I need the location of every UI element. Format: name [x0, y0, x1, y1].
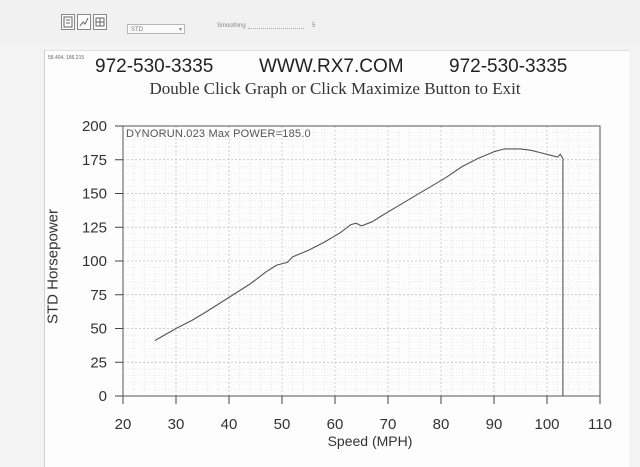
website: WWW.RX7.COM	[259, 56, 404, 77]
x-tick-label: 70	[380, 416, 397, 433]
x-axis-label: Speed (MPH)	[327, 433, 413, 449]
x-tick-label: 20	[115, 416, 132, 433]
std-select[interactable]: STD ▾	[127, 24, 185, 34]
toolbar: STD ▾ Smoothing 5	[0, 0, 640, 42]
run-label: DYNORUN.023 Max POWER=185.0	[126, 128, 311, 140]
smoothing-slider[interactable]	[248, 28, 304, 30]
chevron-down-icon: ▾	[178, 27, 182, 33]
y-tick-label: 100	[82, 253, 107, 270]
y-tick-label: 50	[90, 321, 107, 338]
y-tick-label: 150	[82, 186, 107, 203]
x-tick-label: 40	[221, 416, 238, 433]
y-tick-label: 75	[90, 287, 107, 304]
y-axis-label: STD Horsepower	[44, 208, 62, 325]
x-tick-label: 100	[534, 416, 559, 433]
y-tick-label: 25	[90, 354, 107, 371]
chart-icon[interactable]	[77, 14, 91, 30]
y-tick-label: 125	[82, 219, 107, 236]
x-tick-label: 30	[168, 416, 185, 433]
phone-left: 972-530-3335	[95, 56, 214, 77]
phone-right: 972-530-3335	[449, 56, 568, 77]
std-select-value: STD	[131, 27, 143, 33]
y-tick-label: 200	[82, 118, 107, 135]
x-tick-label: 80	[433, 416, 450, 433]
grid-icon[interactable]	[93, 14, 107, 30]
x-tick-label: 90	[486, 416, 503, 433]
chart-panel[interactable]	[44, 50, 629, 467]
y-tick-label: 175	[82, 152, 107, 169]
series-line-0	[154, 148, 564, 396]
x-tick-label: 50	[274, 416, 291, 433]
x-tick-label: 60	[327, 416, 344, 433]
smoothing-label: Smoothing	[217, 23, 246, 29]
print-icon[interactable]	[61, 14, 75, 30]
plot-frame	[122, 125, 601, 397]
x-tick-label: 110	[588, 416, 612, 433]
instruction-text: Double Click Graph or Click Maximize But…	[149, 79, 521, 98]
cursor-readout: 58.404, 186.215	[48, 55, 85, 61]
smoothing-value: 5	[312, 23, 316, 29]
y-tick-label: 0	[99, 388, 107, 405]
